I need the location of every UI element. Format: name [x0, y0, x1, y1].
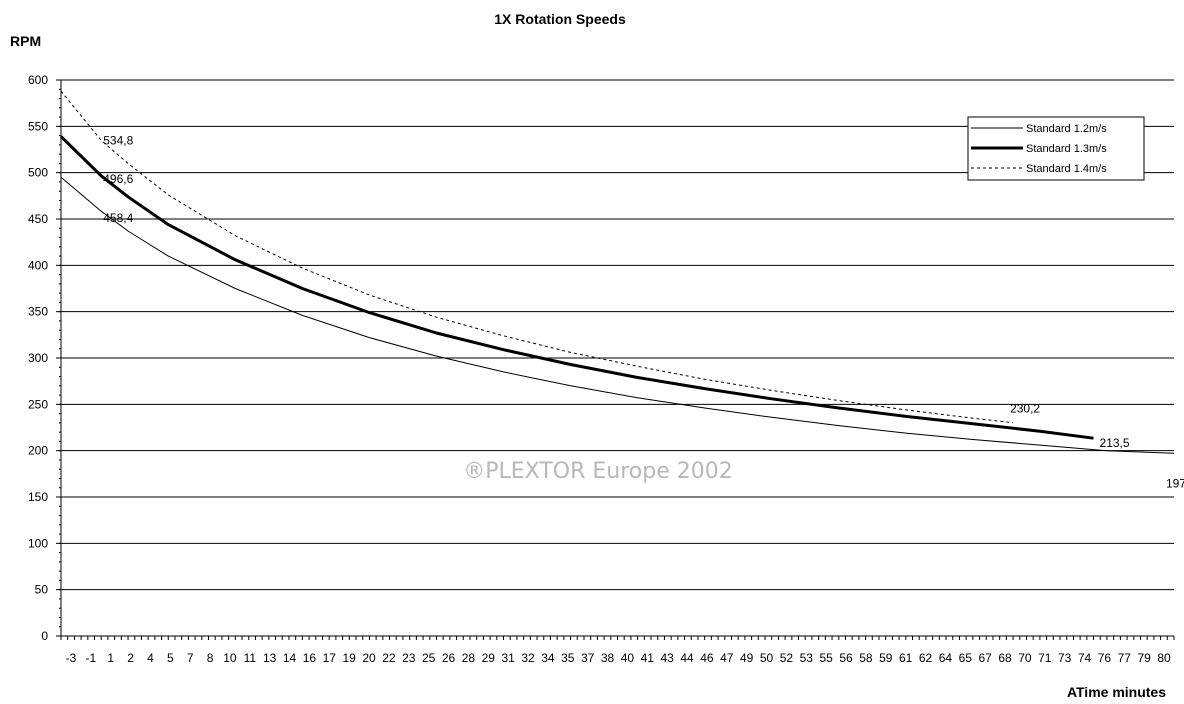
x-tick-label: 59 — [879, 651, 893, 665]
x-tick-label: 14 — [283, 651, 297, 665]
x-tick-label: 71 — [1038, 651, 1052, 665]
y-tick-label: 600 — [28, 73, 48, 87]
x-tick-label: 76 — [1098, 651, 1112, 665]
x-tick-label: 5 — [167, 651, 174, 665]
watermark: ®PLEXTOR Europe 2002 — [463, 459, 733, 484]
x-tick-label: 28 — [462, 651, 476, 665]
x-tick-label: 7 — [187, 651, 194, 665]
y-tick-label: 150 — [28, 490, 48, 504]
x-tick-label: 65 — [959, 651, 973, 665]
x-tick-label: 35 — [561, 651, 575, 665]
x-tick-label: 19 — [343, 651, 357, 665]
data-label: 496,6 — [103, 172, 133, 186]
x-tick-label: 68 — [998, 651, 1012, 665]
x-tick-label: 11 — [244, 651, 257, 665]
x-tick-label: 1 — [107, 651, 114, 665]
x-tick-label: 80 — [1157, 651, 1171, 665]
chart-title: 1X Rotation Speeds — [494, 11, 626, 27]
x-tick-label: 62 — [919, 651, 933, 665]
x-tick-label: 41 — [641, 651, 655, 665]
x-tick-label: 58 — [859, 651, 873, 665]
y-tick-label: 350 — [28, 305, 48, 319]
series-line-1 — [60, 176, 1175, 454]
x-tick-label: 56 — [839, 651, 853, 665]
x-tick-label: 73 — [1058, 651, 1072, 665]
x-tick-label: 49 — [740, 651, 754, 665]
y-tick-label: 100 — [28, 536, 48, 550]
data-label: 534,8 — [103, 133, 133, 147]
x-tick-label: 25 — [422, 651, 436, 665]
x-axis-title: ATime minutes — [1067, 684, 1166, 700]
x-tick-label: 2 — [127, 651, 134, 665]
x-tick-label: 20 — [362, 651, 376, 665]
x-tick-label: 37 — [581, 651, 595, 665]
x-tick-label: -1 — [85, 651, 96, 665]
x-tick-label: -3 — [66, 651, 77, 665]
y-tick-label: 450 — [28, 212, 48, 226]
x-tick-label: 70 — [1018, 651, 1032, 665]
y-tick-label: 0 — [41, 629, 48, 643]
y-tick-label: 50 — [35, 583, 49, 597]
x-tick-label: 8 — [207, 651, 214, 665]
series-lines — [59, 90, 1175, 454]
series-line-3 — [60, 90, 1014, 424]
y-axis-ticks: 0 50 100 150 200 250 300 350 400 450 500 550 600 — [28, 73, 61, 643]
x-tick-label: 4 — [147, 651, 154, 665]
data-label: 213,5 — [1100, 436, 1130, 450]
y-tick-label: 550 — [28, 119, 48, 133]
series-line-2 — [59, 135, 1094, 440]
x-tick-label: 10 — [223, 651, 237, 665]
x-tick-label: 53 — [800, 651, 814, 665]
y-tick-label: 500 — [28, 166, 48, 180]
data-label: 197,2 — [1166, 476, 1184, 490]
y-tick-label: 300 — [28, 351, 48, 365]
x-tick-label: 34 — [541, 651, 555, 665]
x-tick-label: 38 — [601, 651, 615, 665]
y-tick-label: 400 — [28, 258, 48, 272]
legend-label-2: Standard 1.3m/s — [1026, 143, 1107, 155]
x-tick-label: 77 — [1118, 651, 1132, 665]
y-axis-title: RPM — [10, 33, 41, 49]
x-tick-label: 79 — [1138, 651, 1152, 665]
x-tick-label: 61 — [899, 651, 913, 665]
data-label: 230,2 — [1010, 402, 1040, 416]
legend-label-1: Standard 1.2m/s — [1026, 123, 1107, 135]
x-tick-label: 52 — [780, 651, 794, 665]
data-label: 458,4 — [103, 211, 133, 225]
x-tick-label: 26 — [442, 651, 456, 665]
x-tick-label: 23 — [402, 651, 416, 665]
x-tick-label: 13 — [263, 651, 277, 665]
legend-label-3: Standard 1.4m/s — [1026, 163, 1107, 175]
x-tick-label: 55 — [820, 651, 834, 665]
x-tick-label: 64 — [939, 651, 953, 665]
y-tick-label: 200 — [28, 444, 48, 458]
x-tick-label: 31 — [502, 651, 516, 665]
x-tick-label: 74 — [1078, 651, 1092, 665]
y-tick-label: 250 — [28, 397, 48, 411]
x-axis-ticks: -3 -1 1 2 4 5 7 8 10 11 13 14 16 17 19 20 22 23 25 26 28 29 31… — [60, 636, 1175, 665]
x-tick-label: 17 — [323, 651, 337, 665]
x-tick-label: 50 — [760, 651, 774, 665]
x-tick-label: 16 — [303, 651, 317, 665]
x-tick-label: 44 — [680, 651, 694, 665]
x-tick-label: 22 — [382, 651, 396, 665]
x-tick-label: 29 — [482, 651, 496, 665]
x-tick-label: 40 — [621, 651, 635, 665]
x-tick-label: 67 — [979, 651, 993, 665]
legend: Standard 1.2m/s Standard 1.3m/s Standard 1… — [967, 116, 1145, 181]
x-tick-label: 46 — [700, 651, 714, 665]
x-tick-label: 47 — [720, 651, 734, 665]
x-tick-label: 43 — [661, 651, 675, 665]
x-tick-label: 32 — [521, 651, 535, 665]
data-labels: 534,8 496,6 458,4 230,2 213,5 197,2 — [103, 133, 1184, 490]
